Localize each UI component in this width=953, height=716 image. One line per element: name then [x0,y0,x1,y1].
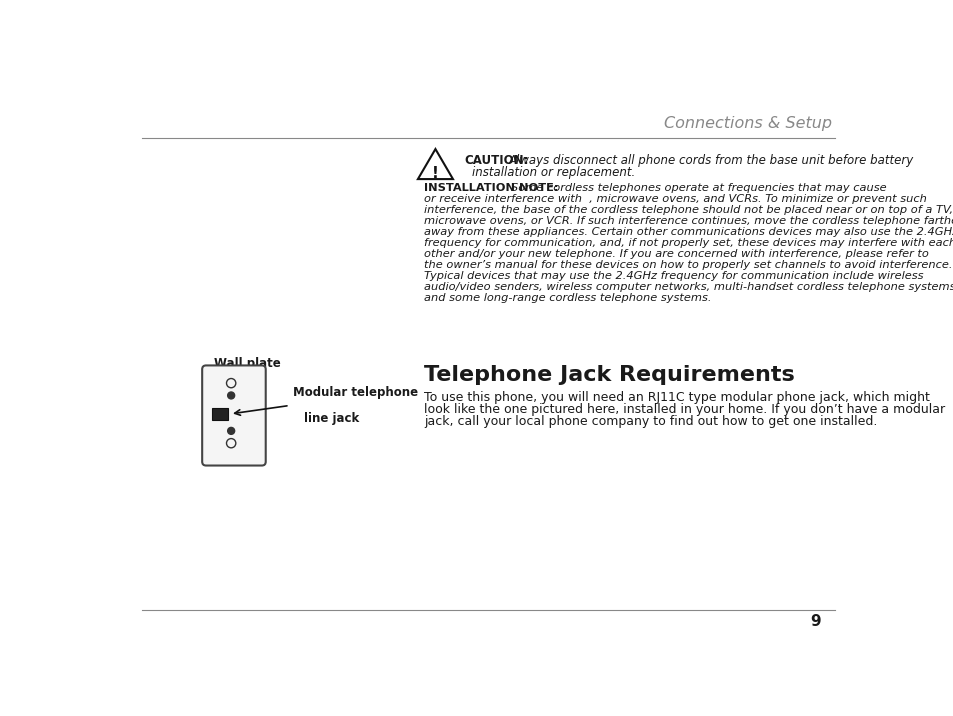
Circle shape [228,427,234,435]
Text: !: ! [432,166,438,181]
Text: Wall plate: Wall plate [213,357,280,370]
Text: away from these appliances. Certain other communications devices may also use th: away from these appliances. Certain othe… [423,227,953,237]
Text: or receive interference with  , microwave ovens, and VCRs. To minimize or preven: or receive interference with , microwave… [423,194,925,204]
Text: and some long-range cordless telephone systems.: and some long-range cordless telephone s… [423,293,711,303]
Text: interference, the base of the cordless telephone should not be placed near or on: interference, the base of the cordless t… [423,205,952,215]
Text: 9: 9 [810,614,821,629]
Circle shape [228,392,234,399]
FancyBboxPatch shape [202,365,266,465]
Text: look like the one pictured here, installed in your home. If you don’t have a mod: look like the one pictured here, install… [423,403,944,416]
Text: Some cordless telephones operate at frequencies that may cause: Some cordless telephones operate at freq… [510,183,885,193]
Text: Modular telephone: Modular telephone [293,387,417,400]
Text: frequency for communication, and, if not properly set, these devices may interfe: frequency for communication, and, if not… [423,238,953,248]
Text: Always disconnect all phone cords from the base unit before battery: Always disconnect all phone cords from t… [508,154,913,167]
Text: CAUTION:: CAUTION: [464,154,528,167]
Text: To use this phone, you will need an RJ11C type modular phone jack, which might: To use this phone, you will need an RJ11… [423,391,929,404]
Bar [212,408,228,420]
Text: installation or replacement.: installation or replacement. [472,166,635,179]
Text: Telephone Jack Requirements: Telephone Jack Requirements [423,364,794,384]
Text: other and/or your new telephone. If you are concerned with interference, please : other and/or your new telephone. If you … [423,248,927,258]
Text: audio/video senders, wireless computer networks, multi-handset cordless telephon: audio/video senders, wireless computer n… [423,281,953,291]
Text: line jack: line jack [303,412,358,425]
Text: INSTALLATION NOTE:: INSTALLATION NOTE: [423,183,558,193]
Polygon shape [417,149,453,179]
Text: microwave ovens, or VCR. If such interference continues, move the cordless telep: microwave ovens, or VCR. If such interfe… [423,216,953,226]
Text: the owner’s manual for these devices on how to properly set channels to avoid in: the owner’s manual for these devices on … [423,260,951,270]
Text: jack, call your local phone company to find out how to get one installed.: jack, call your local phone company to f… [423,415,876,428]
Text: Typical devices that may use the 2.4GHz frequency for communication include wire: Typical devices that may use the 2.4GHz … [423,271,923,281]
Text: Connections & Setup: Connections & Setup [663,115,831,130]
